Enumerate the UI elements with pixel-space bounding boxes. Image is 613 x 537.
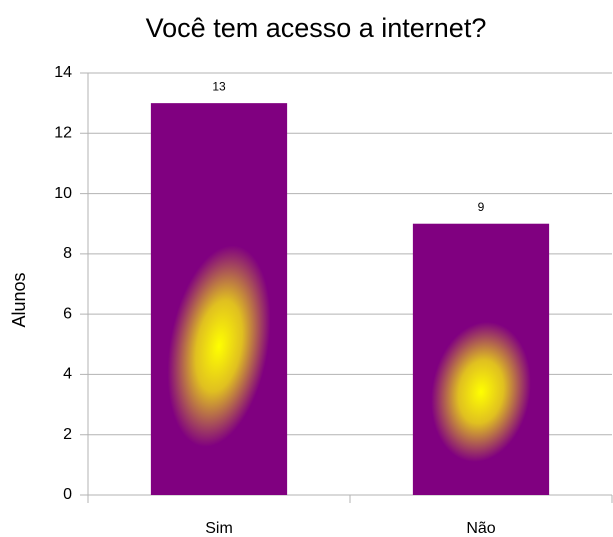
data-label: 13 bbox=[212, 79, 226, 93]
y-tick-label: 6 bbox=[63, 305, 72, 322]
y-tick-label: 0 bbox=[63, 486, 72, 503]
x-tick-label: Sim bbox=[205, 520, 233, 537]
y-tick-label: 4 bbox=[63, 366, 72, 383]
bar-shading bbox=[153, 237, 285, 455]
chart-title: Você tem acesso a internet? bbox=[146, 13, 487, 43]
y-axis-label: Alunos bbox=[9, 272, 29, 327]
y-tick-label: 2 bbox=[63, 426, 72, 443]
y-tick-label: 10 bbox=[54, 185, 72, 202]
y-tick-label: 8 bbox=[63, 245, 72, 262]
data-label: 9 bbox=[478, 200, 485, 214]
bar-shading bbox=[420, 313, 542, 470]
y-tick-label: 12 bbox=[54, 125, 72, 142]
y-tick-label: 14 bbox=[54, 64, 72, 81]
x-tick-label: Não bbox=[466, 520, 495, 537]
